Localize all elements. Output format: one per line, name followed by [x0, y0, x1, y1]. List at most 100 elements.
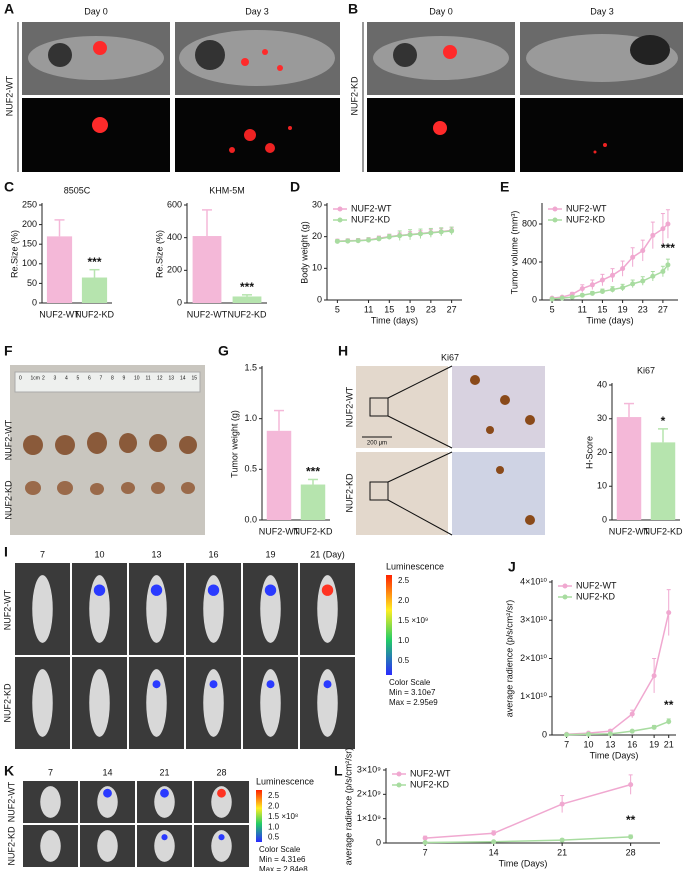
significance: **	[664, 698, 674, 712]
bar	[616, 417, 642, 520]
x-tick-label: NUF2-WT	[609, 526, 650, 536]
legend-label: NUF2-WT	[576, 580, 617, 590]
significance: ***	[306, 465, 320, 479]
group-label: NUF2-KD	[6, 826, 16, 866]
colorbar-title: Luminescence	[256, 776, 314, 786]
ruler-label: 7	[100, 375, 103, 381]
marker	[589, 282, 595, 288]
colorbar-max: Max = 2.95e9	[389, 698, 438, 707]
legend-label: NUF2-WT	[410, 768, 451, 778]
marker	[610, 287, 616, 293]
y-tick-label: 0	[32, 297, 37, 307]
signal	[103, 788, 112, 798]
day-label: 19	[265, 549, 275, 559]
colorbar	[386, 575, 392, 675]
signal	[161, 834, 168, 841]
y-axis-label: average radience (p/s/cm²/sr)	[343, 748, 353, 866]
y-axis-label: Tumor volume (mm³)	[509, 211, 519, 295]
ruler-label: 5	[77, 375, 80, 381]
y-axis-label: Re.Size (%)	[154, 230, 164, 278]
signal	[207, 584, 220, 596]
marker	[397, 233, 403, 239]
day-label: 21 (Day)	[310, 549, 345, 559]
legend-marker	[562, 594, 568, 600]
ruler-label: 3	[54, 375, 57, 381]
x-tick-label: NUF2-KD	[227, 309, 267, 319]
day-label: 10	[94, 549, 104, 559]
panel-letter: L	[334, 763, 343, 779]
mouse	[211, 786, 232, 818]
bar	[192, 236, 222, 303]
ruler-label: 1cm	[31, 375, 40, 381]
day-label: 7	[40, 549, 45, 559]
day-label: 13	[151, 549, 161, 559]
signal	[266, 680, 275, 689]
bar	[300, 484, 326, 520]
day-label: 7	[48, 767, 53, 777]
marker	[628, 782, 634, 788]
x-tick-label: 13	[605, 739, 615, 749]
panel-letter: I	[4, 544, 8, 560]
y-tick-label: 1×10¹⁰	[520, 691, 547, 701]
y-axis-label: Re.Size (%)	[9, 230, 19, 278]
marker	[417, 231, 423, 237]
y-tick-label: 200	[167, 265, 182, 275]
x-tick-label: 21	[664, 739, 674, 749]
x-tick-label: 5	[335, 304, 340, 314]
ruler-label: 12	[157, 375, 163, 381]
marker	[355, 238, 361, 244]
colorbar-tick: 0.5	[398, 656, 410, 665]
marker	[660, 226, 666, 232]
legend-marker	[396, 771, 402, 777]
y-tick-label: 0	[317, 294, 322, 304]
marker	[640, 278, 646, 284]
mouse	[203, 669, 224, 737]
y-tick-label: 10	[597, 481, 607, 491]
y-axis-label: Body weight (g)	[299, 221, 309, 284]
x-tick-label: 10	[583, 739, 593, 749]
day-label: 14	[102, 767, 112, 777]
colorbar-min: Min = 3.10e7	[389, 688, 436, 697]
ruler-labels: 0 1cm 2 3 4 5 6 7 8 9 10 11 12 13 14 15	[19, 375, 197, 381]
significance: *	[661, 414, 666, 428]
legend-marker	[396, 782, 402, 788]
group-label: NUF2-KD	[344, 473, 354, 513]
x-tick-label: 11	[364, 304, 373, 314]
marker	[559, 837, 565, 843]
panel-letter: A	[4, 1, 14, 17]
marker	[579, 292, 585, 298]
y-tick-label: 30	[312, 199, 322, 209]
ruler-label: 9	[123, 375, 126, 381]
colorbar-tick: 1.5 ×10⁸	[268, 812, 298, 821]
marker	[386, 234, 392, 240]
marker	[491, 830, 497, 836]
fish-images	[367, 22, 683, 172]
ruler-label: 11	[146, 375, 151, 381]
bar	[266, 430, 292, 520]
marker	[610, 272, 616, 278]
y-tick-label: 400	[167, 232, 182, 242]
legend-marker	[552, 217, 558, 223]
x-tick-label: NUF2-KD	[293, 526, 333, 536]
panel-letter: B	[348, 1, 358, 17]
marker	[651, 724, 657, 730]
significance: ***	[87, 255, 101, 269]
y-tick-label: 200	[22, 219, 37, 229]
ruler-label: 0	[19, 375, 22, 381]
chart-title: Ki67	[637, 365, 655, 375]
group-label: NUF2-WT	[3, 419, 13, 460]
day-label: Day 3	[245, 6, 269, 16]
y-tick-label: 1×10⁹	[357, 813, 381, 823]
signal	[264, 584, 277, 596]
x-tick-label: 28	[626, 847, 636, 857]
marker	[630, 281, 636, 287]
x-axis-label: Time (days)	[586, 315, 633, 325]
y-tick-label: 600	[167, 199, 182, 209]
y-tick-label: 4×10¹⁰	[520, 576, 547, 586]
signal	[321, 584, 334, 596]
colorbar-tick: 2.0	[398, 596, 410, 605]
colorbar-tick: 2.5	[268, 791, 280, 800]
group-label: NUF2-WT	[4, 75, 14, 116]
marker	[585, 731, 591, 737]
